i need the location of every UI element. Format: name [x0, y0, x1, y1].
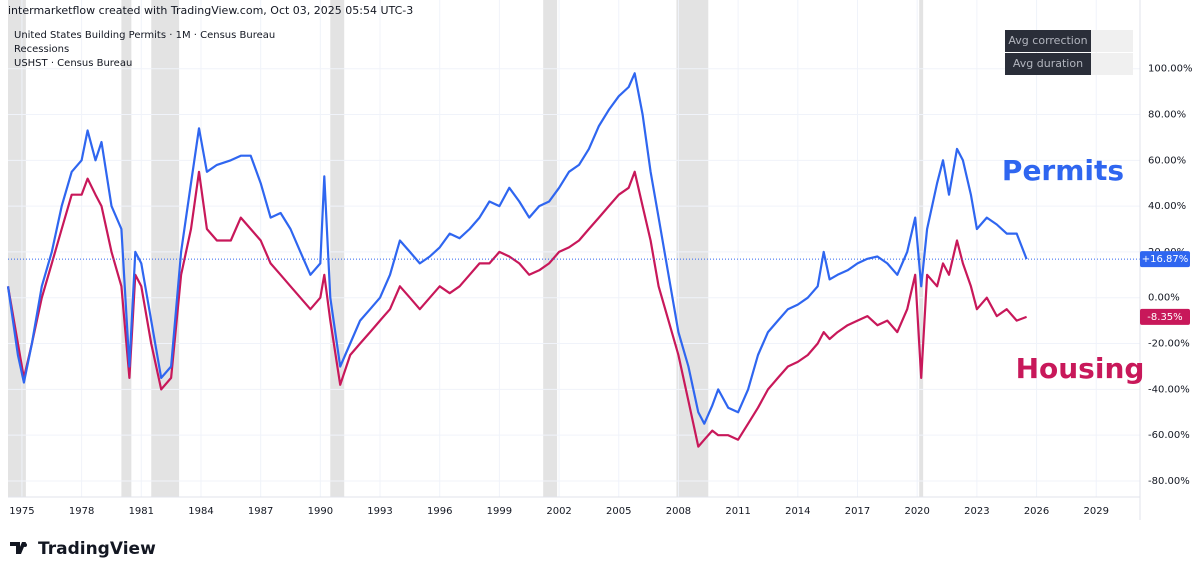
- y-tick-label: 100.00%: [1148, 64, 1193, 75]
- stats-cell: [1005, 30, 1091, 52]
- x-tick-label: 2011: [725, 506, 750, 517]
- series-line: [6, 170, 1027, 448]
- legend-entry: USHST · Census Bureau: [14, 58, 132, 69]
- recession-band: [151, 0, 180, 497]
- series-annotation: Permits: [1002, 154, 1124, 187]
- last-value-badge: [1140, 251, 1190, 268]
- recession-band: [8, 0, 26, 497]
- x-tick-label: 1984: [188, 506, 213, 517]
- x-tick-label: 2020: [904, 506, 929, 517]
- legend-entry: United States Building Permits · 1M · Ce…: [14, 30, 275, 41]
- y-tick-label: -80.00%: [1148, 476, 1190, 487]
- logo-mark: [10, 542, 26, 554]
- y-tick-label: 40.00%: [1148, 201, 1186, 212]
- recession-band: [543, 0, 558, 497]
- x-tick-label: 1996: [427, 506, 452, 517]
- recession-band: [121, 0, 132, 497]
- last-value-label: +16.87%: [1142, 254, 1189, 265]
- stats-cell: [1005, 53, 1091, 75]
- recession-band: [330, 0, 345, 497]
- series-line: [6, 72, 1028, 425]
- last-value-badge: [1140, 308, 1190, 325]
- stats-cell: [1091, 53, 1133, 75]
- legend-entry: Recessions: [14, 44, 69, 55]
- x-tick-label: 2002: [546, 506, 571, 517]
- x-tick-label: 1993: [367, 506, 392, 517]
- x-tick-label: 1981: [129, 506, 154, 517]
- plot-area: [6, 0, 1140, 497]
- x-tick-label: 2008: [666, 506, 691, 517]
- x-tick-label: 2023: [964, 506, 989, 517]
- x-tick-label: 1990: [308, 506, 333, 517]
- x-tick-label: 2026: [1024, 506, 1049, 517]
- y-tick-label: 60.00%: [1148, 155, 1186, 166]
- footer-brand: TradingView: [38, 539, 156, 559]
- x-tick-label: 2017: [845, 506, 870, 517]
- stats-label: Avg correction: [1008, 34, 1087, 47]
- series-annotation: Housing: [1016, 352, 1145, 385]
- last-value-label: -8.35%: [1147, 312, 1182, 323]
- stats-label: Avg duration: [1013, 57, 1083, 70]
- y-tick-label: -60.00%: [1148, 430, 1190, 441]
- logo: TradingView: [10, 539, 156, 559]
- y-tick-label: 80.00%: [1148, 110, 1186, 121]
- recession-band: [919, 0, 924, 497]
- logo-mark: [23, 543, 27, 547]
- y-tick-label: -40.00%: [1148, 384, 1190, 395]
- x-tick-label: 2014: [785, 506, 810, 517]
- stats-cell: [1091, 30, 1133, 52]
- x-tick-label: 1999: [487, 506, 512, 517]
- header: intermarketflow created with TradingView…: [8, 4, 413, 17]
- x-tick-label: 1987: [248, 506, 273, 517]
- x-tick-label: 1978: [69, 506, 94, 517]
- x-tick-label: 1975: [9, 506, 34, 517]
- x-tick-label: 2029: [1084, 506, 1109, 517]
- y-tick-label: -20.00%: [1148, 339, 1190, 350]
- y-tick-label: 0.00%: [1148, 293, 1180, 304]
- x-tick-label: 2005: [606, 506, 631, 517]
